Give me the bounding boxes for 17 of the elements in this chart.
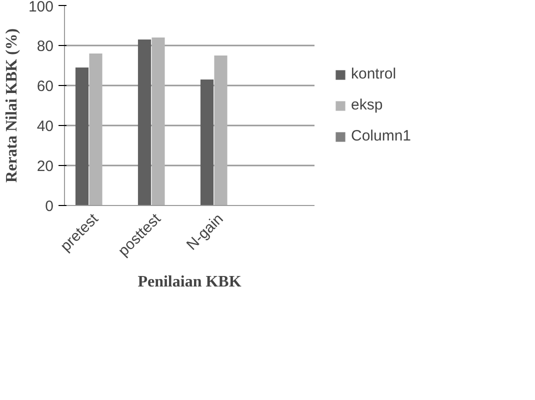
y-tick-label: 20 xyxy=(36,158,54,175)
bar xyxy=(75,68,89,206)
y-tick-label: 80 xyxy=(36,38,54,55)
legend-label: eksp xyxy=(351,96,383,114)
legend-label: Column1 xyxy=(351,128,412,144)
legend-label: kontrol xyxy=(351,66,396,82)
y-tick-label: 40 xyxy=(36,118,54,135)
x-axis-title: Penilaian KBK xyxy=(138,274,242,291)
bar xyxy=(214,56,228,206)
bar xyxy=(89,54,102,206)
y-tick-label: 60 xyxy=(36,78,54,95)
y-tick-label: 0 xyxy=(45,198,54,215)
bar xyxy=(200,80,214,206)
y-axis-title: Rerata Nilai KBK (%) xyxy=(3,28,20,183)
y-tick-label: 100 xyxy=(28,0,54,16)
bar xyxy=(138,40,152,206)
bar xyxy=(152,38,165,206)
